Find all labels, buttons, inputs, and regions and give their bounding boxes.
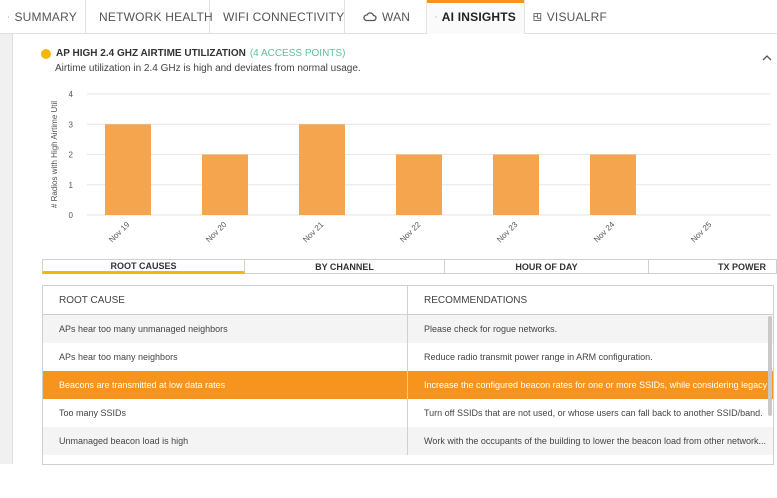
root-cause-cell: Beacons are transmitted at low data rate… bbox=[43, 371, 408, 399]
tab-wan[interactable]: WAN bbox=[345, 0, 427, 34]
table-row[interactable]: Too many SSIDs Turn off SSIDs that are no… bbox=[43, 399, 773, 427]
tab-wan-label: WAN bbox=[382, 10, 411, 24]
insight-description: Airtime utilization in 2.4 GHz is high a… bbox=[55, 63, 361, 74]
x-tick-label: Nov 19 bbox=[107, 220, 132, 245]
y-axis-label: # Radios with High Airtime Util bbox=[50, 101, 59, 208]
tab-wifi-connectivity-label: WIFI CONNECTIVITY bbox=[223, 10, 345, 24]
root-cause-cell: Too many SSIDs bbox=[43, 399, 408, 427]
tab-wifi-connectivity[interactable]: WIFI CONNECTIVITY bbox=[210, 0, 345, 34]
x-tick-label: Nov 25 bbox=[689, 220, 714, 245]
recommendation-cell: Reduce radio transmit power range in ARM… bbox=[424, 352, 653, 362]
left-gutter bbox=[0, 34, 13, 464]
floorplan-icon bbox=[533, 13, 542, 21]
insight-header[interactable]: AP HIGH 2.4 GHZ AIRTIME UTILIZATION (4 A… bbox=[41, 48, 345, 59]
bar bbox=[105, 124, 151, 215]
x-tick-label: Nov 21 bbox=[301, 220, 326, 245]
table-row[interactable]: APs hear too many unmanaged neighbors Ple… bbox=[43, 315, 773, 343]
subtab-by-channel[interactable]: BY CHANNEL bbox=[245, 259, 445, 274]
cloud-icon bbox=[363, 12, 377, 22]
tab-ai-insights[interactable]: AI INSIGHTS bbox=[427, 0, 525, 34]
y-tick-label: 3 bbox=[69, 120, 74, 129]
subtab-hour-of-day[interactable]: HOUR OF DAY bbox=[445, 259, 649, 274]
tab-ai-insights-label: AI INSIGHTS bbox=[441, 10, 516, 24]
tab-visualrf[interactable]: VISUALRF bbox=[525, 0, 615, 34]
header-recommendations: RECOMMENDATIONS bbox=[424, 294, 528, 306]
insight-title: AP HIGH 2.4 GHZ AIRTIME UTILIZATION bbox=[56, 48, 246, 59]
header-root-cause: ROOT CAUSE bbox=[43, 286, 408, 314]
y-tick-label: 4 bbox=[69, 90, 74, 99]
insight-panel: AP HIGH 2.4 GHZ AIRTIME UTILIZATION (4 A… bbox=[13, 34, 777, 465]
recommendation-cell: Increase the configured beacon rates for… bbox=[424, 380, 773, 390]
table-row[interactable]: Beacons are transmitted at low data rate… bbox=[43, 371, 773, 399]
airtime-bar-chart: 0 1 2 3 4 # Radios with High Airtime Util Nov … bbox=[50, 90, 771, 245]
root-cause-cell: APs hear too many neighbors bbox=[43, 343, 408, 371]
tab-network-health[interactable]: NETWORK HEALTH bbox=[86, 0, 213, 34]
tab-summary[interactable]: SUMMARY bbox=[0, 0, 86, 34]
chevron-up-icon[interactable] bbox=[761, 52, 773, 64]
recommendation-cell: Work with the occupants of the building … bbox=[424, 436, 767, 446]
recommendation-cell: Please check for rogue networks. bbox=[424, 324, 558, 334]
y-tick-label: 2 bbox=[69, 151, 74, 160]
subtab-root-causes[interactable]: ROOT CAUSES bbox=[42, 259, 245, 274]
tab-network-health-label: NETWORK HEALTH bbox=[99, 10, 213, 24]
root-cause-table: ROOT CAUSE RECOMMENDATIONS APs hear too … bbox=[42, 285, 774, 465]
insight-count: (4 ACCESS POINTS) bbox=[249, 48, 346, 59]
subtab-tx-power[interactable]: TX POWER bbox=[649, 259, 777, 274]
x-tick-label: Nov 23 bbox=[495, 220, 520, 245]
root-cause-cell: APs hear too many unmanaged neighbors bbox=[43, 315, 408, 343]
lightbulb-icon bbox=[435, 16, 437, 18]
tab-bar: SUMMARY NETWORK HEALTH WIFI CONNECTIVITY… bbox=[0, 0, 777, 34]
x-tick-label: Nov 20 bbox=[204, 220, 229, 245]
status-dot-icon bbox=[41, 48, 51, 59]
table-row[interactable]: APs hear too many neighbors Reduce radio … bbox=[43, 343, 773, 371]
x-tick-label: Nov 24 bbox=[592, 220, 617, 245]
x-tick-label: Nov 22 bbox=[398, 220, 423, 245]
y-tick-label: 1 bbox=[69, 181, 74, 190]
table-body: APs hear too many unmanaged neighbors Ple… bbox=[43, 315, 773, 455]
y-tick-label: 0 bbox=[69, 211, 74, 220]
bar bbox=[299, 124, 345, 215]
tab-summary-label: SUMMARY bbox=[14, 10, 77, 24]
bar bbox=[396, 154, 442, 215]
table-header: ROOT CAUSE RECOMMENDATIONS bbox=[43, 286, 773, 315]
subtab-bar: ROOT CAUSES BY CHANNEL HOUR OF DAY TX PO… bbox=[42, 259, 777, 274]
table-row[interactable]: Unmanaged beacon load is high Work with t… bbox=[43, 427, 773, 455]
table-scrollbar[interactable] bbox=[768, 316, 772, 416]
bar bbox=[493, 154, 539, 215]
tab-visualrf-label: VISUALRF bbox=[546, 10, 607, 24]
root-cause-cell: Unmanaged beacon load is high bbox=[43, 427, 408, 455]
recommendation-cell: Turn off SSIDs that are not used, or who… bbox=[424, 408, 763, 418]
bar bbox=[202, 154, 248, 215]
list-icon bbox=[8, 16, 10, 18]
bar bbox=[590, 154, 636, 215]
